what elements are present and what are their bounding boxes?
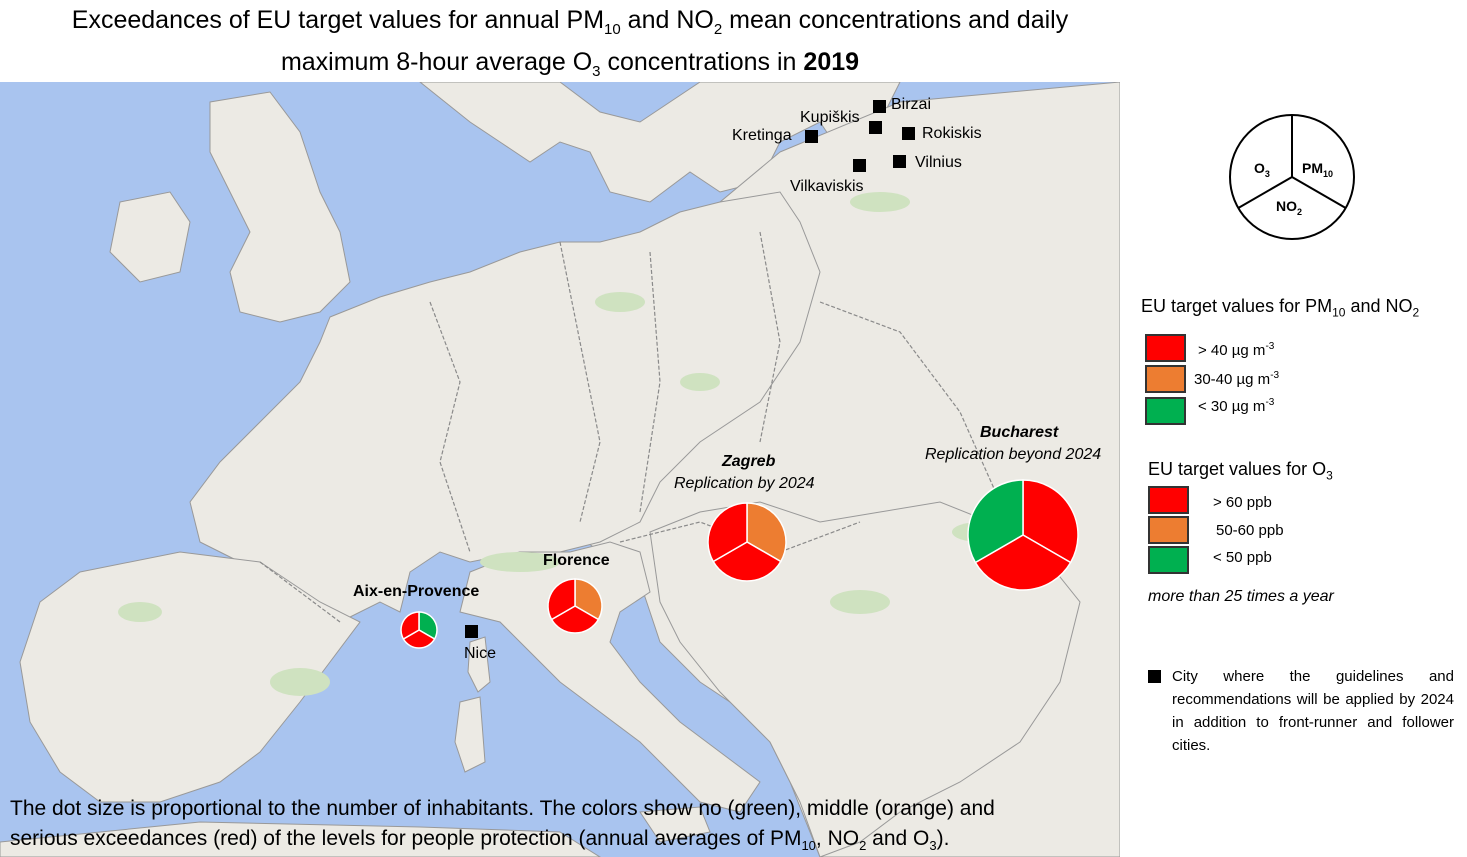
legend-o3-label-mid: 50-60 ppb [1216,522,1284,539]
legend-o3-swatch-orange [1148,516,1189,544]
city-marker-rokiskis[interactable] [902,127,915,140]
europe-map[interactable]: Birzai Kupiškis Kretinga Rokiskis Vilniu… [0,82,1120,857]
city-label-rokiskis: Rokiskis [922,125,982,142]
city-marker-kretinga[interactable] [805,130,818,143]
legend-pm-swatch-red [1145,334,1186,362]
pie-bucharest[interactable] [966,478,1080,592]
pie-aix-en-provence[interactable] [399,610,439,650]
legend-city-note: City where the guidelines and recommenda… [1172,668,1454,754]
city-label-vilnius: Vilnius [915,154,962,171]
legend-pm-swatch-orange [1145,365,1186,393]
pie-slice-o3 [967,479,1024,564]
city-marker-birzai[interactable] [873,100,886,113]
legend-pie-o3-label: O3 [1254,160,1270,179]
legend-o3-label-low: < 50 ppb [1213,549,1272,566]
legend-o3-swatch-red [1148,486,1189,514]
legend-pie-pm10-label: PM10 [1302,160,1333,179]
pie-slice-no2 [974,534,1072,591]
legend-pm-title: EU target values for PM10 and NO2 [1141,296,1420,320]
city-subtitle-zagreb: Replication by 2024 [674,475,815,492]
city-label-bucharest: Bucharest [980,424,1059,441]
legend-pm-label-mid: 30-40 µg m-3 [1194,370,1280,388]
city-label-kupiskis: Kupiškis [800,109,860,126]
pie-zagreb[interactable] [706,501,788,583]
map-title: Exceedances of EU target values for annu… [71,6,1069,80]
pie-slice-no2 [712,541,782,582]
title-year: 2019 [803,48,860,76]
city-marker-nice[interactable] [465,625,478,638]
legend-o3-swatch-green [1148,546,1189,574]
map-footnote: The dot size is proportional to the numb… [10,797,995,854]
legend-city-square-icon [1148,670,1161,683]
map-background [0,82,1120,857]
city-label-zagreb: Zagreb [722,453,776,470]
legend-pie-no2-label: NO2 [1276,198,1302,217]
legend-o3-note: more than 25 times a year [1148,588,1334,605]
city-label-aix-en-provence: Aix-en-Provence [353,583,480,600]
city-marker-vilnius[interactable] [893,155,906,168]
city-label-kretinga: Kretinga [732,127,792,144]
pie-slice-no2 [400,611,420,641]
city-label-nice: Nice [464,645,497,662]
city-label-vilkaviskis: Vilkaviskis [790,178,864,195]
city-label-florence: Florence [543,552,610,569]
legend-pm-swatch-green [1145,397,1186,425]
city-marker-kupiskis[interactable] [869,121,882,134]
legend-pm-label-high: > 40 µg m-3 [1198,341,1275,359]
city-label-birzai: Birzai [891,96,932,113]
pie-slice-o3 [547,578,576,621]
pie-slice-pm10 [402,629,436,649]
legend-pm-label-low: < 30 µg m-3 [1198,397,1275,415]
city-subtitle-bucharest: Replication beyond 2024 [925,446,1102,463]
legend-o3-title: EU target values for O3 [1148,459,1333,483]
legend-o3-label-high: > 60 ppb [1213,494,1272,511]
city-marker-vilkaviskis[interactable] [853,159,866,172]
pie-slice-pm10 [1022,479,1079,564]
pie-florence[interactable] [546,577,604,635]
legend-pie-key: O3 PM10 NO2 [1229,114,1355,240]
pie-slice-no2 [550,605,600,634]
pie-slice-o3 [707,502,748,563]
